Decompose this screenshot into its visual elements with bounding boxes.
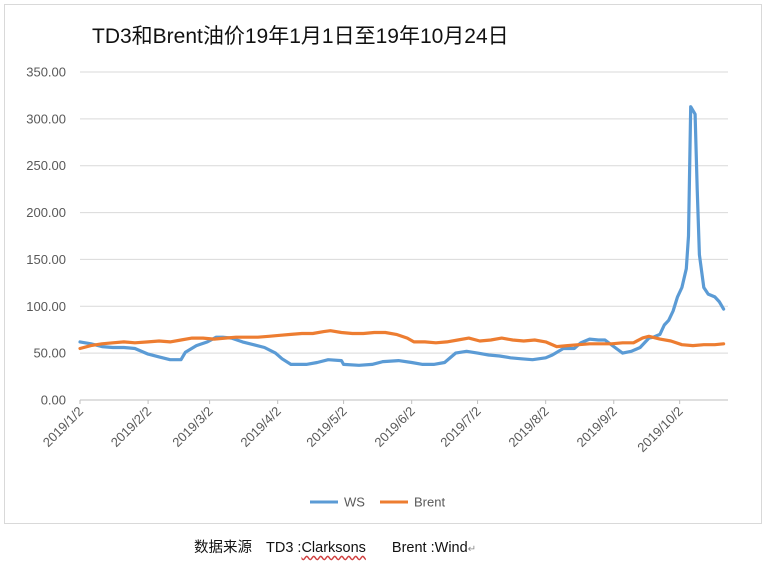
source-td3-label: TD3 : xyxy=(266,540,302,556)
y-tick-label-5: 250.00 xyxy=(26,158,66,173)
chart-title: TD3和Brent油价19年1月1日至19年10月24日 xyxy=(92,25,509,48)
y-tick-label-0: 0.00 xyxy=(41,393,66,408)
y-tick-label-7: 350.00 xyxy=(26,65,66,80)
paragraph-mark-icon: ↵ xyxy=(467,544,477,555)
x-tick-label-6: 2019/7/2 xyxy=(437,404,483,450)
legend-label-ws: WS xyxy=(344,495,365,510)
x-tick-label-1: 2019/2/2 xyxy=(108,404,154,450)
source-brent-label: Brent : xyxy=(391,540,435,556)
series-line-brent xyxy=(78,329,726,351)
x-tick-label-0: 2019/1/2 xyxy=(40,404,86,450)
x-tick-label-4: 2019/5/2 xyxy=(303,404,349,450)
x-tick-label-7: 2019/8/2 xyxy=(505,404,551,450)
x-tick-label-5: 2019/6/2 xyxy=(371,404,417,450)
source-prefix: 数据来源 xyxy=(194,540,252,556)
y-tick-label-3: 150.00 xyxy=(26,252,66,267)
x-tick-label-3: 2019/4/2 xyxy=(237,404,283,450)
x-tick-label-9: 2019/10/2 xyxy=(634,404,686,456)
y-tick-label-2: 100.00 xyxy=(26,299,66,314)
chart-frame xyxy=(4,4,762,524)
y-tick-label-4: 200.00 xyxy=(26,205,66,220)
series-line-ws xyxy=(78,105,726,367)
x-tick-label-2: 2019/3/2 xyxy=(169,404,215,450)
source-brent-value: Wind xyxy=(434,540,468,556)
y-tick-label-6: 300.00 xyxy=(26,111,66,126)
legend-label-brent: Brent xyxy=(414,495,445,510)
source-td3-value: Clarksons xyxy=(301,540,366,556)
source-note: 数据来源 TD3 :Clarksons Brent : Wind↵ xyxy=(194,536,476,557)
y-tick-label-1: 50.00 xyxy=(33,346,66,361)
x-tick-label-8: 2019/9/2 xyxy=(574,404,620,450)
